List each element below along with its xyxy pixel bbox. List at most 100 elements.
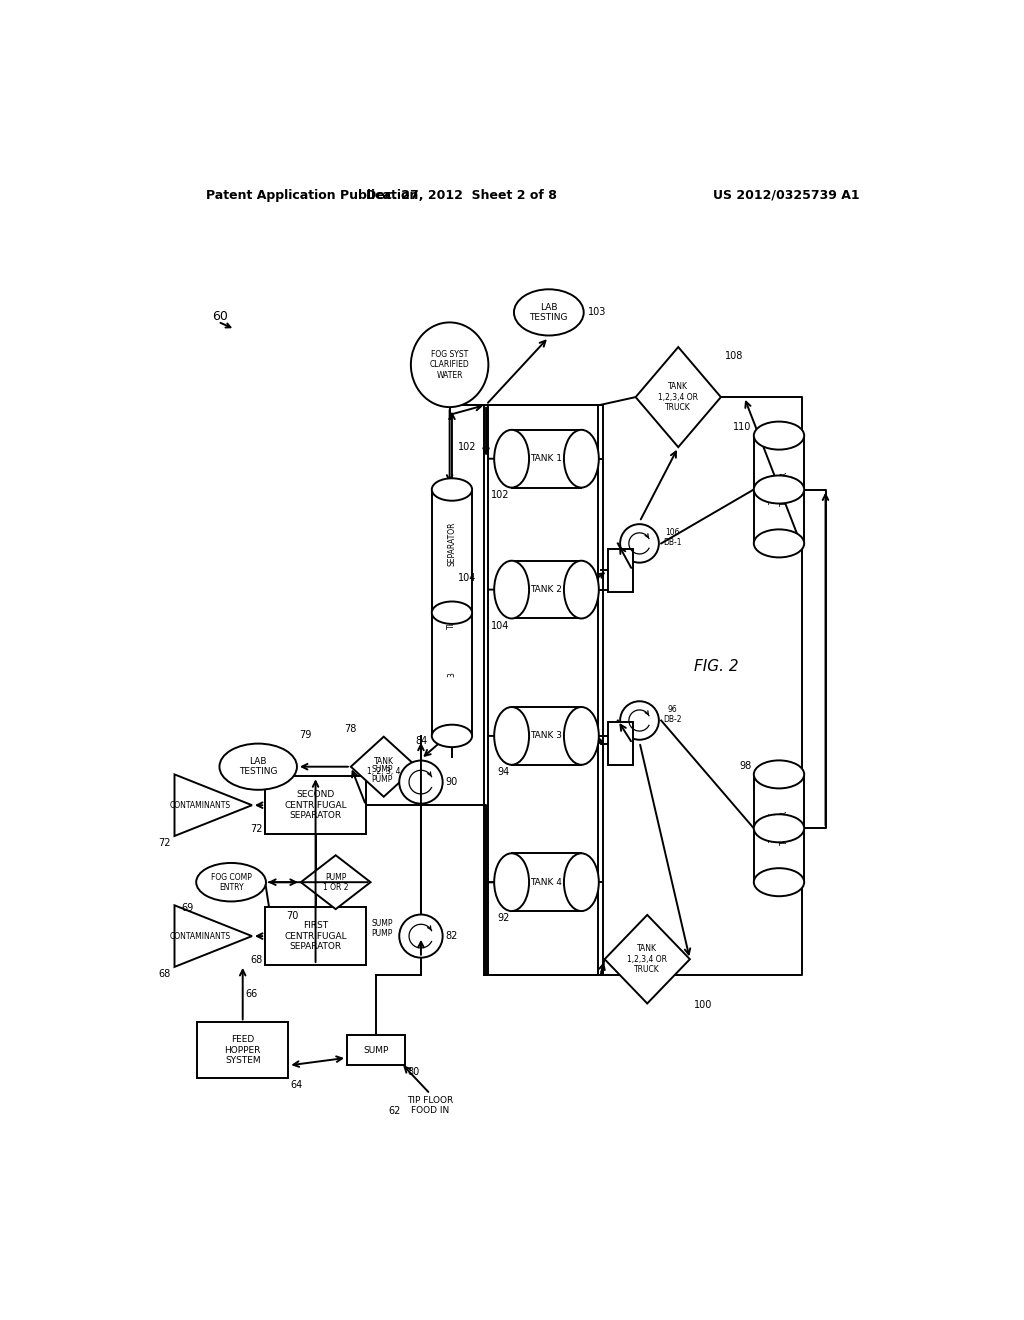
Text: SUMP
PUMP: SUMP PUMP [372, 764, 393, 784]
Text: SUMP
PUMP: SUMP PUMP [372, 919, 393, 939]
Text: 72: 72 [158, 838, 171, 849]
Text: 66: 66 [245, 989, 257, 999]
Text: 100: 100 [693, 999, 712, 1010]
Circle shape [399, 915, 442, 958]
Text: FIRST
CENTRIFUGAL
SEPARATOR: FIRST CENTRIFUGAL SEPARATOR [285, 921, 347, 950]
Bar [512, 708, 582, 764]
Text: 94: 94 [497, 767, 509, 777]
Text: LAB
TESTING: LAB TESTING [529, 302, 568, 322]
Polygon shape [636, 347, 721, 447]
Ellipse shape [219, 743, 297, 789]
Text: 82: 82 [445, 931, 458, 941]
Circle shape [621, 701, 658, 739]
Circle shape [399, 760, 442, 804]
Text: 90: 90 [445, 777, 458, 787]
Text: Dec. 27, 2012  Sheet 2 of 8: Dec. 27, 2012 Sheet 2 of 8 [366, 189, 557, 202]
Text: SECOND
CENTRIFUGAL
SEPARATOR: SECOND CENTRIFUGAL SEPARATOR [285, 791, 347, 820]
Bar [607, 549, 633, 591]
Circle shape [621, 524, 658, 562]
Ellipse shape [514, 289, 584, 335]
Ellipse shape [564, 561, 599, 619]
Bar [347, 1035, 406, 1065]
Text: 92: 92 [497, 913, 509, 924]
Text: 64: 64 [291, 1080, 303, 1090]
Text: 80: 80 [408, 1067, 420, 1077]
Text: FIG. 2: FIG. 2 [693, 659, 738, 675]
Text: 68: 68 [159, 969, 171, 979]
Ellipse shape [564, 708, 599, 764]
Polygon shape [301, 855, 371, 909]
Ellipse shape [432, 725, 472, 747]
Text: 72: 72 [250, 824, 263, 834]
Text: TANK
1,2,3,4 OR
TRUCK: TANK 1,2,3,4 OR TRUCK [658, 383, 698, 412]
Ellipse shape [754, 529, 804, 557]
Text: 62: 62 [388, 1106, 400, 1115]
Bar [432, 490, 472, 737]
Text: TANK 1: TANK 1 [530, 454, 562, 463]
Text: TANK 4: TANK 4 [530, 878, 562, 887]
Polygon shape [604, 915, 690, 1003]
Text: Patent Application Publication: Patent Application Publication [206, 189, 418, 202]
Bar [265, 776, 366, 834]
Ellipse shape [564, 853, 599, 911]
Text: 98: 98 [739, 760, 752, 771]
Text: 102: 102 [459, 442, 477, 453]
Polygon shape [351, 737, 417, 797]
Text: 104: 104 [459, 573, 477, 583]
Text: TANK 3: TANK 3 [530, 731, 562, 741]
Ellipse shape [754, 475, 804, 503]
Text: 103: 103 [588, 308, 606, 317]
Bar [512, 853, 582, 911]
Ellipse shape [754, 760, 804, 788]
Ellipse shape [495, 561, 529, 619]
Text: TIP FLOOR
FOOD IN: TIP FLOOR FOOD IN [408, 1096, 454, 1115]
Text: TANK
1,2,3,4 OR
TRUCK: TANK 1,2,3,4 OR TRUCK [628, 944, 668, 974]
Ellipse shape [754, 421, 804, 450]
Text: TRUCK
TANKER: TRUCK TANKER [769, 810, 788, 846]
Ellipse shape [754, 814, 804, 842]
Text: TANK
1, 2, 3, 4: TANK 1, 2, 3, 4 [367, 756, 400, 776]
Ellipse shape [495, 430, 529, 487]
Text: 68: 68 [251, 954, 263, 965]
Text: 3: 3 [447, 672, 457, 677]
Text: 60: 60 [212, 310, 227, 323]
Text: CONTAMINANTS: CONTAMINANTS [170, 801, 230, 809]
Text: SUMP: SUMP [364, 1045, 389, 1055]
Bar [512, 430, 582, 487]
Text: FEED
HOPPER
SYSTEM: FEED HOPPER SYSTEM [224, 1035, 261, 1065]
Text: PUMP
1 OR 2: PUMP 1 OR 2 [323, 873, 348, 892]
Bar [754, 436, 804, 544]
Text: 96
DB-2: 96 DB-2 [663, 705, 681, 725]
Text: FOG COMP
ENTRY: FOG COMP ENTRY [211, 873, 252, 892]
Text: 70: 70 [286, 911, 299, 920]
Text: TRUCK
TANKER: TRUCK TANKER [769, 471, 788, 507]
Ellipse shape [197, 863, 266, 902]
Ellipse shape [495, 853, 529, 911]
Bar [512, 561, 582, 619]
Polygon shape [174, 775, 252, 836]
Text: FOG SYST
CLARIFIED
WATER: FOG SYST CLARIFIED WATER [430, 350, 469, 380]
Polygon shape [174, 906, 252, 966]
Ellipse shape [564, 430, 599, 487]
Text: 110: 110 [733, 422, 752, 432]
Text: 69: 69 [181, 903, 194, 913]
Text: 104: 104 [490, 620, 509, 631]
Ellipse shape [754, 869, 804, 896]
Bar [607, 722, 633, 764]
Bar [265, 907, 366, 965]
Text: 79: 79 [299, 730, 311, 739]
Ellipse shape [411, 322, 488, 407]
Bar [197, 1022, 289, 1077]
Ellipse shape [432, 602, 472, 624]
Text: 102: 102 [490, 490, 509, 500]
Text: LAB
TESTING: LAB TESTING [239, 756, 278, 776]
Text: TANK 2: TANK 2 [530, 585, 562, 594]
Text: CONTAMINANTS: CONTAMINANTS [170, 932, 230, 941]
Text: TIER: TIER [447, 612, 457, 628]
Ellipse shape [432, 478, 472, 500]
Text: US 2012/0325739 A1: US 2012/0325739 A1 [713, 189, 860, 202]
Text: 84: 84 [416, 737, 428, 746]
Text: 78: 78 [345, 723, 357, 734]
Ellipse shape [495, 708, 529, 764]
Bar [754, 775, 804, 882]
